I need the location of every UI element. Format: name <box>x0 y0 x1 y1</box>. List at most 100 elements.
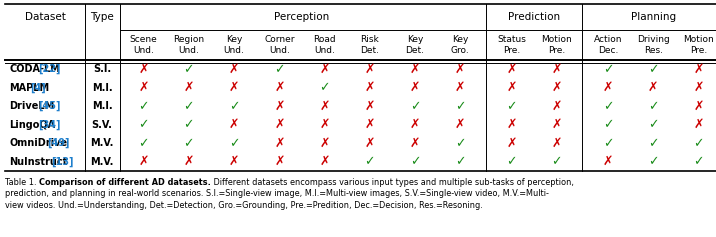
Text: ✗: ✗ <box>455 118 465 131</box>
Text: Scene
Und.: Scene Und. <box>130 36 158 55</box>
Text: Motion
Pre.: Motion Pre. <box>541 36 572 55</box>
Text: ✓: ✓ <box>183 137 194 150</box>
Text: ✗: ✗ <box>410 81 420 94</box>
Text: ✗: ✗ <box>410 63 420 76</box>
Text: Prediction: Prediction <box>508 12 560 22</box>
Text: ✓: ✓ <box>648 63 659 76</box>
Text: ✗: ✗ <box>693 118 704 131</box>
Text: Dataset: Dataset <box>24 12 65 22</box>
Text: ✗: ✗ <box>229 155 239 168</box>
Text: Different datasets encompass various input types and multiple sub-tasks of perce: Different datasets encompass various inp… <box>211 178 574 187</box>
Text: ✓: ✓ <box>274 63 284 76</box>
Text: ✗: ✗ <box>455 81 465 94</box>
Text: ✗: ✗ <box>506 81 517 94</box>
Text: ✗: ✗ <box>274 100 284 113</box>
Text: CODA-LM: CODA-LM <box>9 64 60 74</box>
Text: ✗: ✗ <box>183 155 194 168</box>
Text: ✗: ✗ <box>693 63 704 76</box>
Text: ✗: ✗ <box>410 137 420 150</box>
Text: ✓: ✓ <box>138 137 149 150</box>
Text: Driving
Res.: Driving Res. <box>637 36 669 55</box>
Text: ✓: ✓ <box>455 155 465 168</box>
Text: ✗: ✗ <box>410 118 420 131</box>
Text: ✗: ✗ <box>506 118 517 131</box>
Text: Key
Gro.: Key Gro. <box>451 36 470 55</box>
Text: ✗: ✗ <box>138 155 149 168</box>
Text: ✗: ✗ <box>319 155 330 168</box>
Text: ✗: ✗ <box>648 81 659 94</box>
Text: ✗: ✗ <box>138 63 149 76</box>
Text: ✓: ✓ <box>364 155 375 168</box>
Text: ✗: ✗ <box>183 81 194 94</box>
Text: ✗: ✗ <box>364 100 375 113</box>
Text: ✓: ✓ <box>648 118 659 131</box>
Text: ✗: ✗ <box>319 118 330 131</box>
Text: Road
Und.: Road Und. <box>313 36 336 55</box>
Text: ✗: ✗ <box>319 63 330 76</box>
Text: ✗: ✗ <box>455 63 465 76</box>
Text: [49]: [49] <box>47 138 69 148</box>
Text: Corner
Und.: Corner Und. <box>264 36 294 55</box>
Text: ✓: ✓ <box>229 137 239 150</box>
Text: ✗: ✗ <box>274 118 284 131</box>
Text: ✓: ✓ <box>319 81 330 94</box>
Text: ✗: ✗ <box>319 100 330 113</box>
Text: Planning: Planning <box>631 12 676 22</box>
Text: Type: Type <box>90 12 114 22</box>
Text: LingoQA: LingoQA <box>9 120 55 130</box>
Text: ✗: ✗ <box>693 81 704 94</box>
Text: Motion
Pre.: Motion Pre. <box>683 36 714 55</box>
Text: ✓: ✓ <box>455 137 465 150</box>
Text: M.V.: M.V. <box>90 138 114 148</box>
Text: ✓: ✓ <box>410 155 420 168</box>
Text: ✗: ✗ <box>551 63 562 76</box>
Text: ✗: ✗ <box>229 63 239 76</box>
Text: ✗: ✗ <box>274 155 284 168</box>
Text: ✓: ✓ <box>506 100 517 113</box>
Text: M.V.: M.V. <box>90 157 114 167</box>
Text: ✓: ✓ <box>648 137 659 150</box>
Text: Action
Dec.: Action Dec. <box>594 36 622 55</box>
Text: ✗: ✗ <box>229 81 239 94</box>
Text: ✗: ✗ <box>551 137 562 150</box>
Text: ✓: ✓ <box>410 100 420 113</box>
Text: ✗: ✗ <box>506 63 517 76</box>
Text: ✗: ✗ <box>364 63 375 76</box>
Text: M.I.: M.I. <box>92 83 112 93</box>
Text: ✓: ✓ <box>138 100 149 113</box>
Text: ✗: ✗ <box>229 118 239 131</box>
Text: ✗: ✗ <box>693 100 704 113</box>
Text: ✗: ✗ <box>364 137 375 150</box>
Text: ✓: ✓ <box>455 100 465 113</box>
Text: [34]: [34] <box>39 120 61 130</box>
Text: ✗: ✗ <box>274 137 284 150</box>
Text: ✗: ✗ <box>364 81 375 94</box>
Text: ✗: ✗ <box>603 155 613 168</box>
Text: ✓: ✓ <box>138 118 149 131</box>
Text: ✓: ✓ <box>229 100 239 113</box>
Text: Region
Und.: Region Und. <box>173 36 204 55</box>
Text: [13]: [13] <box>51 157 74 167</box>
Text: ✓: ✓ <box>183 100 194 113</box>
Text: ✓: ✓ <box>183 63 194 76</box>
Text: Key
Und.: Key Und. <box>223 36 245 55</box>
Text: ✗: ✗ <box>551 118 562 131</box>
Text: [22]: [22] <box>39 64 61 74</box>
Text: Perception: Perception <box>274 12 329 22</box>
Text: ✓: ✓ <box>693 137 704 150</box>
Text: ✗: ✗ <box>551 81 562 94</box>
Text: ✗: ✗ <box>603 81 613 94</box>
Text: [4]: [4] <box>30 83 46 93</box>
Text: M.I.: M.I. <box>92 101 112 111</box>
Text: ✗: ✗ <box>364 118 375 131</box>
Text: Table 1.: Table 1. <box>5 178 39 187</box>
Text: ✓: ✓ <box>603 63 613 76</box>
Text: Status
Pre.: Status Pre. <box>497 36 526 55</box>
Text: OmniDrive: OmniDrive <box>9 138 67 148</box>
Text: ✗: ✗ <box>551 100 562 113</box>
Text: DriveLM: DriveLM <box>9 101 54 111</box>
Text: ✓: ✓ <box>648 100 659 113</box>
Text: NuInstruct: NuInstruct <box>9 157 67 167</box>
Text: ✓: ✓ <box>603 100 613 113</box>
Text: ✓: ✓ <box>506 155 517 168</box>
